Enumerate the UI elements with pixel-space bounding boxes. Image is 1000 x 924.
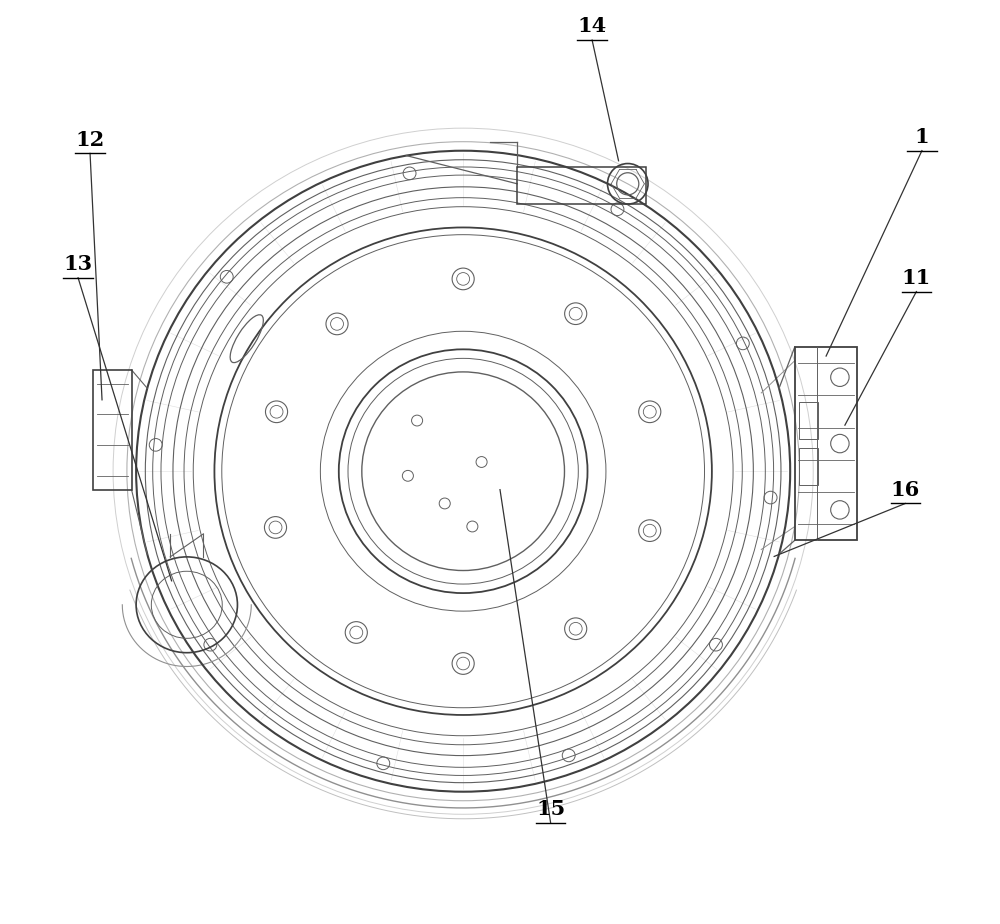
Bar xyxy=(93,370,132,490)
Text: 1: 1 xyxy=(915,127,929,147)
Text: 12: 12 xyxy=(75,129,105,150)
Bar xyxy=(795,346,857,541)
Text: 11: 11 xyxy=(902,268,931,288)
Text: 16: 16 xyxy=(891,480,920,500)
Text: 14: 14 xyxy=(577,17,607,36)
Text: 13: 13 xyxy=(64,254,93,274)
Text: 15: 15 xyxy=(536,799,565,820)
